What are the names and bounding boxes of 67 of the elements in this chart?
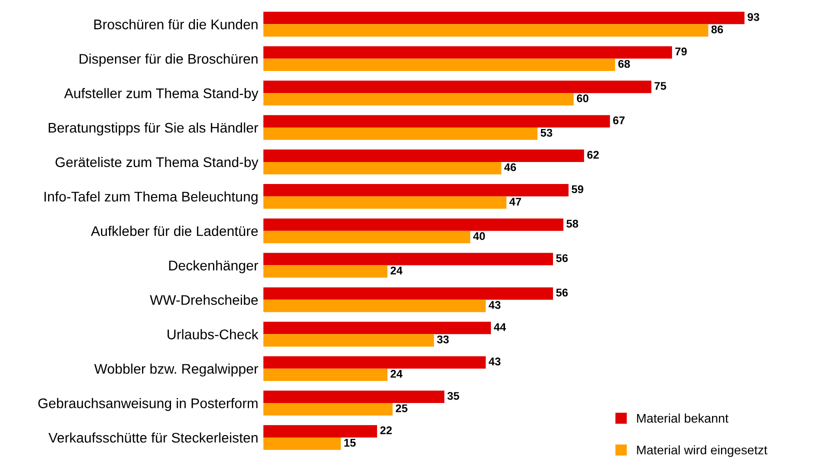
data-label: 86 <box>711 25 723 34</box>
bar <box>263 80 652 94</box>
y-tick-label: Aufsteller zum Thema Stand-by <box>64 88 258 101</box>
y-tick-label: Wobbler bzw. Regalwipper <box>94 364 258 377</box>
data-label: 43 <box>488 358 500 366</box>
data-label: 22 <box>380 426 392 434</box>
bar <box>263 403 393 416</box>
data-label: 40 <box>473 232 485 240</box>
bar <box>263 24 708 37</box>
data-label: 56 <box>556 254 568 262</box>
bar <box>263 128 538 140</box>
data-label: 43 <box>488 301 500 309</box>
bar <box>263 438 341 450</box>
y-tick-label: Dispenser für die Broschüren <box>80 54 258 67</box>
legend-label: Material wird eingesetzt <box>637 445 768 457</box>
y-tick-label: Geräteliste zum Thema Stand-by <box>56 156 258 170</box>
y-tick-label: Broschüren für die Kunden <box>94 19 258 30</box>
data-label: 62 <box>587 150 599 159</box>
data-label: 56 <box>556 288 568 297</box>
data-label: 24 <box>390 266 403 274</box>
bar <box>263 93 574 106</box>
bar <box>263 334 434 347</box>
bar <box>263 162 502 174</box>
bar <box>263 12 744 24</box>
y-tick-label: Urlaubs-Check <box>168 329 258 340</box>
y-tick-label: Info-Tafel zum Thema Beleuchtung <box>44 191 258 204</box>
legend-label: Material bekannt <box>637 414 728 423</box>
bar <box>263 184 569 196</box>
bar <box>263 368 388 382</box>
y-tick-label: WW-Drehscheibe <box>150 294 258 305</box>
data-label: 75 <box>654 82 666 90</box>
bar <box>263 390 444 404</box>
bar <box>263 252 554 266</box>
bar <box>263 218 564 231</box>
data-label: 24 <box>390 370 403 378</box>
bar <box>263 196 506 209</box>
data-label: 47 <box>509 198 522 206</box>
data-label: 44 <box>494 323 506 331</box>
data-label: 58 <box>566 220 578 228</box>
y-tick-label: Beratungstipps für Sie als Händler <box>48 122 258 136</box>
data-label: 93 <box>748 13 760 21</box>
bar <box>263 230 470 244</box>
data-label: 53 <box>540 128 552 137</box>
data-label: 79 <box>675 48 687 56</box>
bar <box>263 287 554 300</box>
y-tick-label: Verkaufsschütte für Steckerleisten <box>48 432 258 443</box>
data-label: 15 <box>344 438 356 447</box>
data-label: 67 <box>613 116 625 124</box>
bar <box>263 425 378 438</box>
y-tick-label: Aufkleber für die Ladentüre <box>90 226 258 236</box>
bar <box>263 46 672 59</box>
bar <box>263 150 584 162</box>
data-label: 35 <box>447 392 460 400</box>
bar <box>263 115 610 128</box>
bar <box>263 322 491 334</box>
bar <box>263 300 486 312</box>
bar <box>263 356 486 369</box>
data-label: 33 <box>437 335 449 344</box>
data-label: 25 <box>396 404 408 412</box>
y-tick-label: Gebrauchsanweisung in Posterform <box>38 398 258 411</box>
data-label: 59 <box>572 185 584 194</box>
bar <box>263 265 388 278</box>
data-label: 46 <box>504 163 516 172</box>
data-label: 68 <box>618 60 630 68</box>
y-tick-label: Deckenhänger <box>169 260 258 274</box>
data-label: 60 <box>576 94 588 102</box>
bar <box>263 58 616 72</box>
